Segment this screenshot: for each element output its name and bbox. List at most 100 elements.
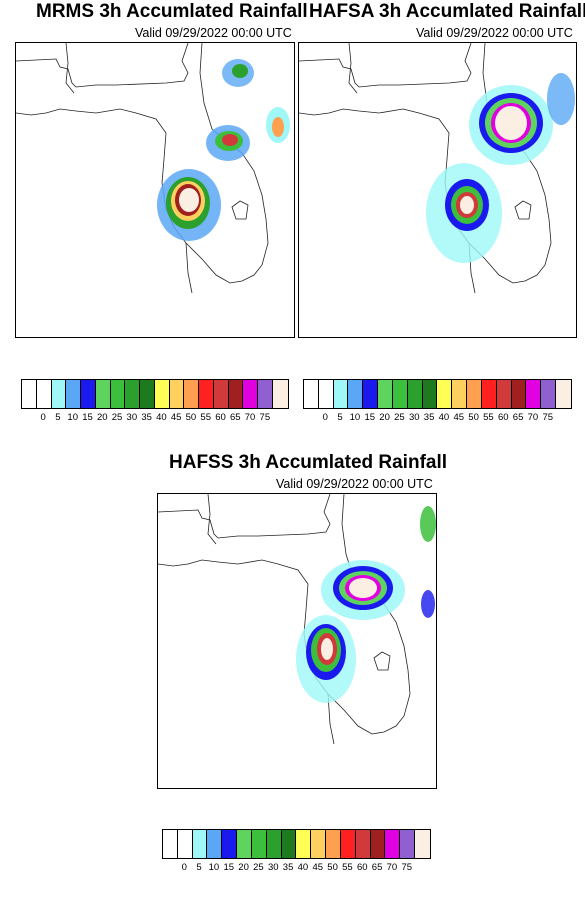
colorbar-swatch: [340, 830, 356, 858]
colorbar-tick-label: 5: [55, 412, 61, 423]
colorbar-tick-label: 30: [267, 862, 279, 873]
map-graphic: [299, 43, 575, 294]
rainfall-map: [298, 42, 577, 338]
colorbar-swatch: [95, 380, 111, 408]
colorbar-tick-label: 60: [215, 412, 226, 423]
colorbar-tick-label: 55: [342, 862, 353, 873]
colorbar-tick-label: 55: [483, 412, 494, 423]
colorbar-swatch: [481, 380, 497, 408]
colorbar-swatch: [266, 830, 282, 858]
colorbar-tick-label: 35: [141, 412, 152, 423]
colorbar-tick-label: 50: [468, 412, 479, 423]
colorbar-swatch: [400, 830, 416, 858]
colorbar-swatch: [437, 380, 453, 408]
colorbar-tick-label: 25: [394, 412, 405, 423]
colorbar-swatch: [36, 380, 52, 408]
colorbar-tick-label: 0: [40, 412, 46, 423]
colorbar-swatch: [281, 830, 297, 858]
colorbar-tick-label: 35: [282, 862, 294, 873]
colorbar-tick-label: 10: [349, 412, 361, 423]
colorbar-swatch: [154, 380, 170, 408]
colorbar: [21, 379, 289, 409]
colorbar-swatch: [415, 830, 430, 858]
colorbar-swatch: [296, 830, 312, 858]
colorbar-swatch: [184, 380, 200, 408]
valid-time: Valid 09/29/2022 00:00 UTC: [416, 26, 573, 40]
colorbar-tick-label: 45: [453, 412, 465, 423]
colorbar-tick-label: 65: [512, 412, 524, 423]
colorbar-swatch: [348, 380, 364, 408]
colorbar-swatch: [66, 380, 82, 408]
panel-title: MRMS 3h Accumlated Rainfall: [36, 1, 308, 22]
map-graphic: [158, 494, 436, 745]
colorbar-tick-label: 55: [200, 412, 212, 423]
colorbar-tick-label: 45: [312, 862, 324, 873]
colorbar-tick-label: 15: [223, 862, 235, 873]
colorbar-swatch: [163, 830, 178, 858]
colorbar-tick-label: 20: [379, 412, 390, 423]
colorbar-swatch: [228, 380, 244, 408]
colorbar-tick-label: 40: [438, 412, 450, 423]
colorbar-tick-label: 25: [253, 862, 264, 873]
colorbar-tick-label: 75: [542, 412, 554, 423]
rainfall-map: [15, 42, 295, 338]
colorbar: [303, 379, 572, 409]
colorbar-swatch: [407, 380, 423, 408]
colorbar-swatch: [243, 380, 259, 408]
colorbar-tick-label: 45: [170, 412, 182, 423]
colorbar-swatch: [526, 380, 542, 408]
colorbar-swatch: [318, 380, 334, 408]
colorbar-swatch: [81, 380, 96, 408]
colorbar-swatch: [452, 380, 468, 408]
colorbar-swatch: [207, 830, 223, 858]
colorbar-tick-label: 50: [185, 412, 197, 423]
colorbar-swatch: [199, 380, 214, 408]
panel-title: HAFSA 3h Accumlated Rainfall: [309, 1, 585, 22]
colorbar-swatch: [511, 380, 527, 408]
valid-time: Valid 09/29/2022 00:00 UTC: [276, 477, 433, 491]
colorbar-tick-label: 15: [82, 412, 93, 423]
colorbar-ticks: 0 5 10 15 20 25 30 35 40 45 50 55 60 65 70 75: [303, 412, 570, 424]
rainfall-map: [157, 493, 437, 789]
colorbar-tick-label: 10: [67, 412, 79, 423]
colorbar-tick-label: 20: [96, 412, 108, 423]
colorbar-tick-label: 25: [111, 412, 123, 423]
colorbar-swatch: [22, 380, 37, 408]
colorbar-swatch: [467, 380, 482, 408]
colorbar-swatch: [140, 380, 155, 408]
colorbar-swatch: [556, 380, 571, 408]
valid-time: Valid 09/29/2022 00:00 UTC: [135, 26, 292, 40]
colorbar-tick-label: 70: [386, 862, 398, 873]
colorbar-swatch: [213, 380, 229, 408]
colorbar-tick-label: 60: [497, 412, 509, 423]
colorbar-swatch: [541, 380, 557, 408]
colorbar-tick-label: 75: [259, 412, 271, 423]
map-graphic: [16, 43, 290, 294]
colorbar-tick-label: 5: [337, 412, 343, 423]
colorbar-swatch: [177, 830, 193, 858]
colorbar-tick-label: 20: [238, 862, 249, 873]
colorbar-tick-label: 30: [408, 412, 420, 423]
colorbar-swatch: [192, 830, 208, 858]
colorbar-swatch: [496, 380, 512, 408]
colorbar-tick-label: 0: [322, 412, 328, 423]
panel-title: HAFSS 3h Accumlated Rainfall: [169, 452, 448, 473]
colorbar-swatch: [311, 830, 327, 858]
colorbar-tick-label: 30: [126, 412, 138, 423]
colorbar-tick-label: 65: [229, 412, 241, 423]
colorbar-swatch: [370, 830, 386, 858]
colorbar-swatch: [258, 380, 274, 408]
colorbar-swatch: [110, 380, 126, 408]
colorbar: [162, 829, 431, 859]
colorbar-swatch: [273, 380, 288, 408]
colorbar-swatch: [222, 830, 238, 858]
colorbar-tick-label: 5: [196, 862, 202, 873]
colorbar-swatch: [392, 380, 408, 408]
colorbar-swatch: [326, 830, 341, 858]
colorbar-swatch: [385, 830, 401, 858]
colorbar-swatch: [333, 380, 349, 408]
colorbar-swatch: [51, 380, 67, 408]
colorbar-swatch: [355, 830, 371, 858]
colorbar-tick-label: 0: [181, 862, 187, 873]
colorbar-tick-label: 40: [297, 862, 309, 873]
